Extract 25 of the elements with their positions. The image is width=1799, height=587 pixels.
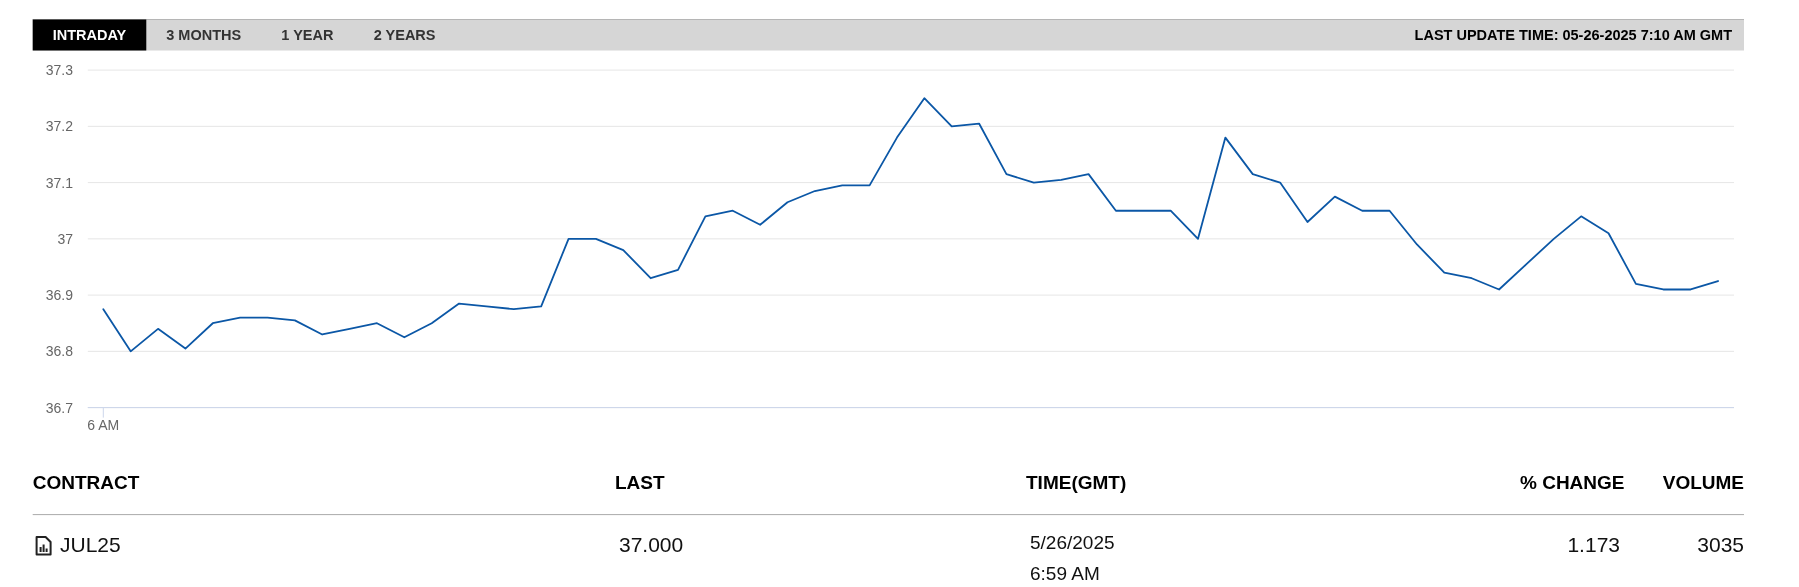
text: VOLUME [1662, 471, 1744, 493]
text: 3035 [1697, 533, 1744, 557]
y-tick-label: 37 [57, 230, 74, 247]
text: 2 YEARS [373, 27, 436, 44]
y-tick-label: 36.9 [45, 287, 74, 303]
text: LAST [615, 471, 665, 493]
text: 5/26/2025 [1030, 531, 1115, 553]
text: % CHANGE [1519, 471, 1625, 493]
line-series [102, 97, 1719, 353]
text: 37.000 [619, 533, 684, 557]
text: TIME(GMT) [1026, 471, 1127, 493]
y-tick-label: 36.8 [45, 343, 74, 360]
text: INTRADAY [52, 27, 127, 44]
y-tick-label: 37.3 [45, 62, 74, 78]
text: 1 YEAR [281, 27, 334, 44]
text: CONTRACT [32, 471, 140, 493]
text: LAST UPDATE TIME: 05-26-2025 7:10 AM GMT [1414, 27, 1733, 44]
x-tick-label: 6 AM [87, 416, 120, 433]
y-tick-label: 37.1 [45, 174, 74, 191]
y-tick-label: 36.7 [45, 399, 74, 416]
text: JUL25 [60, 533, 121, 557]
text: 1.173 [1567, 533, 1620, 557]
y-tick-label: 37.2 [45, 118, 74, 135]
text: 3 MONTHS [166, 27, 242, 44]
text: 6:59 AM [1030, 562, 1100, 584]
